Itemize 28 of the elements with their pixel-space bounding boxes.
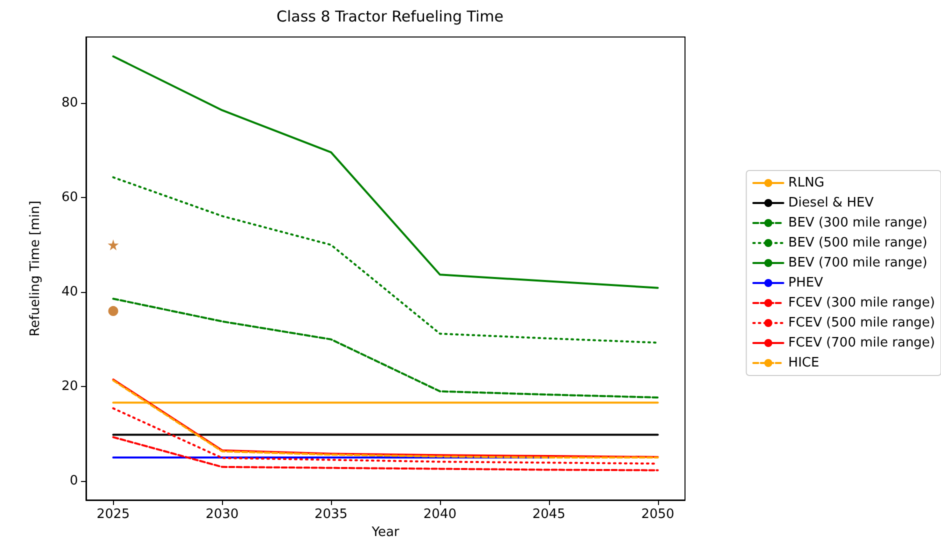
legend-label: BEV (700 mile range)	[788, 256, 928, 270]
y-tick-label: 20	[61, 379, 78, 394]
x-tick-label: 2025	[96, 507, 130, 522]
line-series	[112, 436, 659, 472]
x-tick-label: 2050	[641, 507, 674, 522]
legend-label: PHEV	[788, 276, 824, 290]
line-series	[112, 298, 659, 398]
legend-label: FCEV (300 mile range)	[788, 296, 935, 310]
y-tick-label: 0	[70, 474, 78, 489]
y-tick-label: 60	[61, 190, 78, 206]
x-tick-label: 2040	[423, 507, 456, 522]
y-tick-label: 80	[61, 96, 78, 111]
legend-label: HICE	[788, 356, 820, 370]
chart-title: Class 8 Tractor Refueling Time	[276, 8, 504, 26]
legend-label: FCEV (500 mile range)	[788, 316, 935, 330]
line-series	[112, 55, 659, 289]
x-tick-label: 2030	[206, 507, 239, 522]
x-axis-title: Year	[370, 525, 400, 540]
x-tick-label: 2045	[532, 507, 566, 522]
x-tick-label: 2035	[314, 507, 348, 522]
legend-label: BEV (500 mile range)	[788, 236, 928, 250]
y-axis-title: Refueling Time [min]	[28, 200, 43, 336]
line-series	[112, 176, 659, 344]
legend-label: FCEV (700 mile range)	[788, 336, 935, 350]
legend-label: Diesel & HEV	[788, 196, 874, 210]
legend-label: RLNG	[788, 176, 824, 190]
y-tick-label: 40	[61, 284, 78, 300]
legend-label: BEV (300 mile range)	[788, 216, 928, 230]
